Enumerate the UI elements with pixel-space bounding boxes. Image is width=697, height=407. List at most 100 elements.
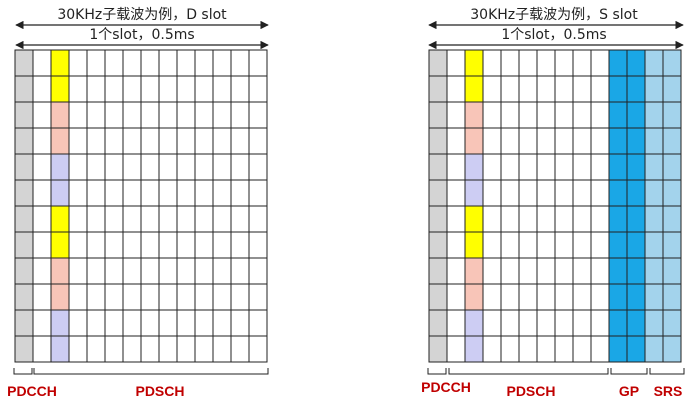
d-slot-re-cell bbox=[122, 231, 142, 259]
d-slot-re-cell bbox=[122, 75, 142, 103]
s-slot-re-cell bbox=[644, 153, 664, 181]
d-slot-re-cell bbox=[32, 75, 52, 103]
d-slot-re-cell bbox=[50, 309, 70, 337]
d-slot-re-cell bbox=[86, 101, 106, 129]
d-slot-re-cell bbox=[158, 153, 178, 181]
s-slot-re-cell bbox=[644, 335, 664, 363]
d-slot-re-cell bbox=[14, 127, 34, 155]
d-slot-re-cell bbox=[122, 127, 142, 155]
s-slot-re-cell bbox=[518, 283, 538, 311]
s-slot-re-cell bbox=[428, 335, 448, 363]
d-slot-re-cell bbox=[194, 231, 214, 259]
s-slot-re-cell bbox=[446, 49, 466, 77]
d-slot-re-cell bbox=[158, 283, 178, 311]
d-slot-re-cell bbox=[86, 231, 106, 259]
s-slot-re-cell bbox=[446, 101, 466, 129]
s-slot-re-cell bbox=[572, 335, 592, 363]
s-slot-re-cell bbox=[536, 257, 556, 285]
d-slot-re-cell bbox=[212, 231, 232, 259]
s-slot-re-cell bbox=[500, 101, 520, 129]
d-slot-re-cell bbox=[158, 205, 178, 233]
d-slot-re-cell bbox=[248, 75, 268, 103]
s-slot-re-cell bbox=[482, 309, 502, 337]
s-slot-re-cell bbox=[590, 101, 610, 129]
s-slot-re-cell bbox=[446, 127, 466, 155]
d-slot-re-cell bbox=[140, 205, 160, 233]
d-slot-re-cell bbox=[14, 101, 34, 129]
s-slot-pdsch-label: PDSCH bbox=[506, 383, 555, 399]
d-slot-re-cell bbox=[230, 205, 250, 233]
d-slot-panel: 30KHz子载波为例，D slot 1个slot，0.5ms PDCCH PDS… bbox=[7, 7, 269, 399]
s-slot-re-cell bbox=[626, 127, 646, 155]
s-slot-re-cell bbox=[590, 179, 610, 207]
s-slot-re-cell bbox=[518, 49, 538, 77]
d-slot-re-cell bbox=[104, 127, 124, 155]
d-slot-re-cell bbox=[122, 179, 142, 207]
s-slot-re-cell bbox=[626, 205, 646, 233]
d-slot-re-cell bbox=[140, 231, 160, 259]
d-slot-re-cell bbox=[50, 257, 70, 285]
d-slot-re-cell bbox=[68, 283, 88, 311]
d-slot-re-cell bbox=[140, 127, 160, 155]
d-slot-re-cell bbox=[104, 153, 124, 181]
d-slot-re-cell bbox=[230, 257, 250, 285]
d-slot-re-cell bbox=[32, 179, 52, 207]
s-slot-re-cell bbox=[554, 101, 574, 129]
d-slot-re-cell bbox=[248, 309, 268, 337]
d-slot-re-cell bbox=[248, 231, 268, 259]
d-slot-title: 30KHz子载波为例，D slot bbox=[57, 7, 227, 23]
d-slot-re-cell bbox=[14, 335, 34, 363]
s-slot-re-cell bbox=[482, 101, 502, 129]
s-slot-re-cell bbox=[464, 49, 484, 77]
s-slot-re-cell bbox=[428, 101, 448, 129]
s-slot-re-cell bbox=[428, 231, 448, 259]
s-slot-srs-brace bbox=[649, 368, 685, 375]
s-slot-re-cell bbox=[446, 179, 466, 207]
d-slot-re-cell bbox=[230, 101, 250, 129]
d-slot-re-cell bbox=[194, 335, 214, 363]
d-slot-re-cell bbox=[50, 75, 70, 103]
s-slot-re-cell bbox=[428, 75, 448, 103]
s-slot-re-cell bbox=[608, 179, 628, 207]
d-slot-re-cell bbox=[68, 153, 88, 181]
s-slot-re-cell bbox=[572, 153, 592, 181]
s-slot-re-cell bbox=[644, 231, 664, 259]
s-slot-pdsch-brace bbox=[448, 368, 609, 375]
s-slot-re-cell bbox=[428, 283, 448, 311]
d-slot-re-cell bbox=[86, 153, 106, 181]
d-slot-re-cell bbox=[230, 309, 250, 337]
d-slot-re-cell bbox=[212, 127, 232, 155]
s-slot-re-cell bbox=[482, 153, 502, 181]
s-slot-re-cell bbox=[554, 179, 574, 207]
s-slot-re-cell bbox=[662, 101, 682, 129]
d-slot-re-cell bbox=[176, 283, 196, 311]
d-slot-re-cell bbox=[248, 127, 268, 155]
d-slot-re-cell bbox=[122, 309, 142, 337]
s-slot-re-cell bbox=[428, 205, 448, 233]
s-slot-re-cell bbox=[608, 75, 628, 103]
d-slot-re-cell bbox=[248, 153, 268, 181]
s-slot-re-cell bbox=[536, 179, 556, 207]
d-slot-re-cell bbox=[14, 153, 34, 181]
s-slot-re-cell bbox=[500, 283, 520, 311]
d-slot-re-cell bbox=[212, 205, 232, 233]
d-slot-re-cell bbox=[158, 75, 178, 103]
d-slot-re-cell bbox=[176, 205, 196, 233]
d-slot-re-cell bbox=[194, 127, 214, 155]
s-slot-re-cell bbox=[446, 75, 466, 103]
s-slot-re-cell bbox=[536, 101, 556, 129]
s-slot-re-cell bbox=[572, 75, 592, 103]
s-slot-re-cell bbox=[464, 205, 484, 233]
d-slot-re-cell bbox=[86, 49, 106, 77]
s-slot-re-cell bbox=[518, 179, 538, 207]
d-slot-re-cell bbox=[194, 205, 214, 233]
d-slot-re-cell bbox=[32, 283, 52, 311]
d-slot-re-cell bbox=[140, 283, 160, 311]
d-slot-re-cell bbox=[230, 335, 250, 363]
d-slot-re-cell bbox=[194, 49, 214, 77]
d-slot-re-cell bbox=[104, 283, 124, 311]
s-slot-re-cell bbox=[518, 127, 538, 155]
s-slot-re-cell bbox=[518, 75, 538, 103]
s-slot-re-cell bbox=[428, 127, 448, 155]
d-slot-re-cell bbox=[176, 257, 196, 285]
